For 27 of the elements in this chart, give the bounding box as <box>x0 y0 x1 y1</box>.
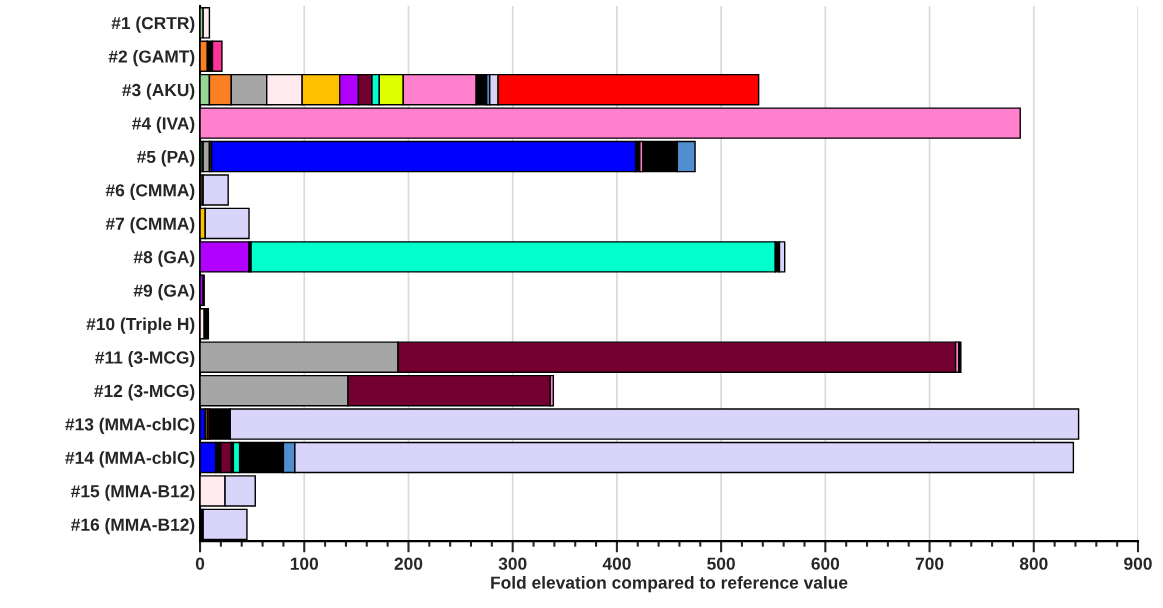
x-tick-label: 400 <box>602 557 631 570</box>
x-tick-label: 300 <box>498 557 527 570</box>
y-tick-label: #7 (CMMA) <box>105 217 195 234</box>
y-tick-label: #11 (3-MCG) <box>95 350 195 368</box>
x-tick-label: 900 <box>1124 557 1152 570</box>
y-tick-label: #1 (CRTR) <box>111 16 195 33</box>
y-tick-label: #3 (AKU) <box>122 83 195 100</box>
x-tick-label: 700 <box>915 557 944 570</box>
y-tick-label: #2 (GAMT) <box>108 49 195 67</box>
y-tick-label: #9 (GA) <box>133 284 195 301</box>
x-tick-label: 800 <box>1019 557 1048 570</box>
y-tick-label: #8 (GA) <box>133 250 195 267</box>
y-tick-label: #10 (Triple H) <box>86 317 195 334</box>
y-tick-label: #6 (CMMA) <box>105 183 195 200</box>
y-tick-label: #5 (PA) <box>136 150 195 167</box>
x-tick-label: 0 <box>195 557 205 570</box>
x-tick-label: 500 <box>707 557 735 570</box>
y-tick-label: #13 (MMA-cblC) <box>65 417 195 434</box>
y-tick-label: #15 (MMA-B12) <box>71 484 195 501</box>
x-tick-label: 200 <box>394 557 423 570</box>
y-tick-label: #12 (3-MCG) <box>94 384 195 401</box>
y-tick-label: #14 (MMA-cblC) <box>65 451 195 468</box>
y-tick-label: #4 (IVA) <box>132 116 195 134</box>
x-tick-label: 600 <box>811 557 840 570</box>
x-axis-title: Fold elevation compared to reference value <box>491 576 848 593</box>
x-tick-label: 100 <box>290 557 319 570</box>
y-tick-label: #16 (MMA-B12) <box>71 518 195 535</box>
